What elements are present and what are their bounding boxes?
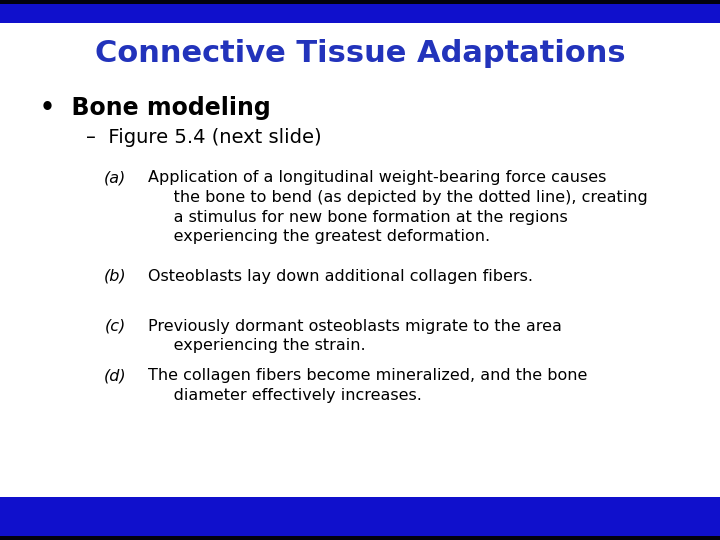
Bar — [0, 497, 720, 536]
Text: (a): (a) — [104, 170, 126, 185]
Bar — [0, 536, 720, 540]
Text: Previously dormant osteoblasts migrate to the area
     experiencing the strain.: Previously dormant osteoblasts migrate t… — [148, 319, 562, 353]
Text: •  Bone modeling: • Bone modeling — [40, 96, 270, 120]
Text: (d): (d) — [104, 368, 126, 383]
Bar — [0, 0, 720, 4]
Text: Osteoblasts lay down additional collagen fibers.: Osteoblasts lay down additional collagen… — [148, 269, 533, 284]
Text: (b): (b) — [104, 269, 126, 284]
Text: –  Figure 5.4 (next slide): – Figure 5.4 (next slide) — [86, 128, 322, 147]
Text: The collagen fibers become mineralized, and the bone
     diameter effectively i: The collagen fibers become mineralized, … — [148, 368, 587, 403]
Text: (c): (c) — [104, 319, 126, 334]
Text: Application of a longitudinal weight-bearing force causes
     the bone to bend : Application of a longitudinal weight-bea… — [148, 170, 647, 245]
Bar — [0, 4, 720, 23]
Text: Connective Tissue Adaptations: Connective Tissue Adaptations — [95, 39, 625, 69]
